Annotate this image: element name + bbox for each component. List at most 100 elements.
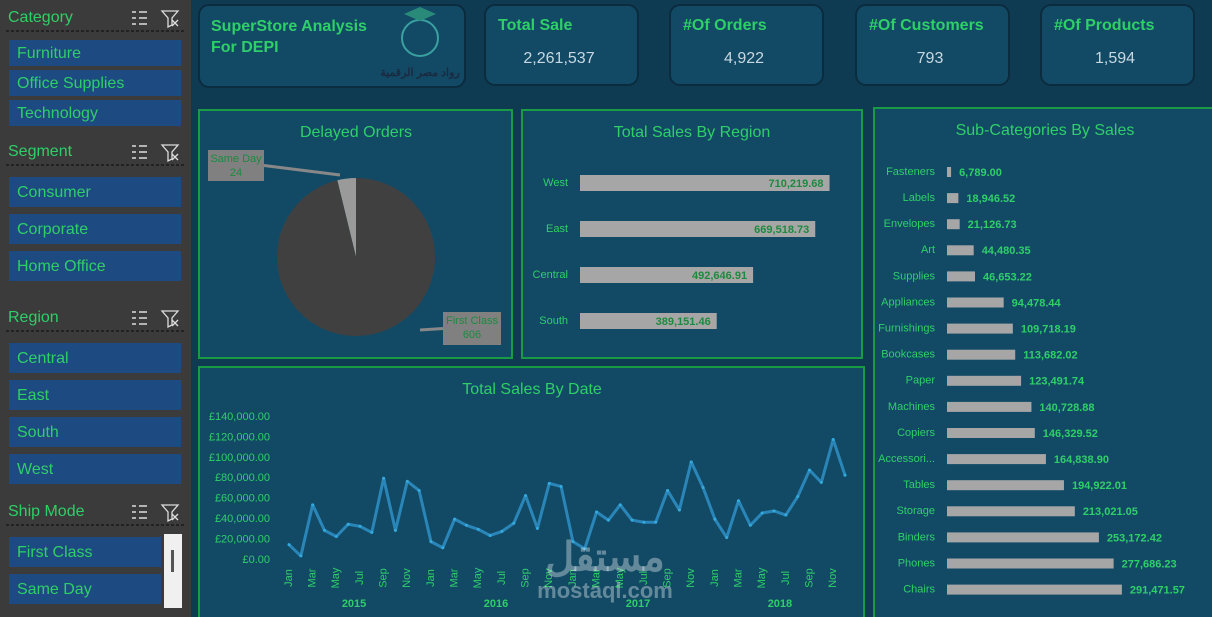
line-point <box>772 509 776 513</box>
bar <box>947 297 1004 308</box>
slicer-item[interactable] <box>9 574 161 604</box>
watermark-arabic: مستقل <box>545 536 665 580</box>
y-tick-label: £0.00 <box>242 554 270 566</box>
data-label: 18,946.52 <box>966 193 1015 205</box>
line-point <box>725 536 729 540</box>
clear-filter-icon[interactable] <box>160 144 180 163</box>
panel <box>855 4 1010 86</box>
x-group-label: 2017 <box>626 598 650 610</box>
slicer-item[interactable] <box>9 177 181 207</box>
data-label: 113,682.02 <box>1023 350 1077 362</box>
x-tick-label: Sep <box>520 568 532 588</box>
slicer-item-label: Same Day <box>17 581 92 598</box>
line-point <box>441 546 445 550</box>
x-tick-label: Jul <box>780 571 792 585</box>
slicer-item[interactable] <box>9 380 181 410</box>
bar <box>947 349 1016 360</box>
multi-select-icon[interactable] <box>132 311 147 325</box>
kpi-label: #Of Orders <box>683 17 767 34</box>
y-tick-label: Accessori... <box>878 453 935 465</box>
line-point <box>606 518 610 522</box>
data-label: 253,172.42 <box>1107 532 1162 544</box>
scroll-thumb[interactable] <box>171 550 174 572</box>
bar <box>947 401 1032 412</box>
kpi-label: Total Sale <box>498 17 572 34</box>
data-label: 492,646.91 <box>692 270 747 282</box>
slicer-item[interactable] <box>9 251 181 281</box>
line-point <box>843 473 847 477</box>
y-tick-label: West <box>543 177 568 189</box>
x-tick-label: Nov <box>543 568 555 588</box>
x-tick-label: Sep <box>378 568 390 588</box>
y-tick-label: Labels <box>903 192 936 204</box>
data-label: 389,151.46 <box>656 316 711 328</box>
line-point <box>796 495 800 499</box>
line-point <box>666 489 670 493</box>
x-tick-label: Nov <box>685 568 697 588</box>
panel <box>198 4 466 88</box>
multi-select-icon[interactable] <box>132 11 147 25</box>
y-tick-label: Bookcases <box>881 349 935 361</box>
x-tick-label: Mar <box>732 568 744 587</box>
x-tick-label: May <box>330 567 342 588</box>
line-point <box>346 522 350 526</box>
slicer-item[interactable] <box>9 40 181 66</box>
slicer-item[interactable] <box>9 214 181 244</box>
x-tick-label: Nov <box>401 568 413 588</box>
line-point <box>429 540 433 544</box>
bar <box>947 480 1064 491</box>
y-tick-label: Fasteners <box>886 166 935 178</box>
data-label: 140,728.88 <box>1039 402 1094 414</box>
clear-filter-icon[interactable] <box>160 310 180 329</box>
slicer-item-label: Furniture <box>17 45 81 62</box>
data-label: 109,718.19 <box>1021 324 1076 336</box>
line <box>287 437 847 558</box>
y-tick-label: £120,000.00 <box>209 431 270 443</box>
multi-select-icon[interactable] <box>132 145 147 159</box>
bar <box>947 167 952 177</box>
y-tick-label: East <box>546 223 568 235</box>
pie-slice <box>277 178 436 336</box>
line-point <box>642 520 646 524</box>
line-point <box>808 468 812 472</box>
slicer-item-label: South <box>17 424 59 441</box>
slicer-item[interactable] <box>9 454 181 484</box>
multi-select-icon[interactable] <box>132 505 147 519</box>
slicer-item[interactable] <box>9 417 181 447</box>
slicer-item[interactable] <box>9 70 181 96</box>
y-tick-label: Copiers <box>897 427 935 439</box>
data-label: 6,789.00 <box>959 167 1002 179</box>
kpi-value: 4,922 <box>724 50 764 67</box>
logo-cap <box>404 7 436 21</box>
bar <box>947 375 1022 386</box>
data-label-box <box>208 150 264 181</box>
x-tick-label: Jul <box>496 571 508 585</box>
line-point <box>737 499 741 503</box>
bar <box>947 532 1099 543</box>
chart-title: Sub-Categories By Sales <box>956 122 1135 139</box>
line-point <box>322 528 326 532</box>
y-tick-label: Supplies <box>893 270 936 282</box>
dashboard-title: SuperStore Analysis <box>211 18 367 35</box>
line-point <box>464 523 468 527</box>
data-label-box <box>443 312 501 345</box>
pie-slice <box>337 178 356 257</box>
x-group-label: 2015 <box>342 598 366 610</box>
clear-filter-icon[interactable] <box>160 504 180 523</box>
y-tick-label: £100,000.00 <box>209 452 270 464</box>
slicer-item[interactable] <box>9 343 181 373</box>
bar <box>580 175 830 191</box>
bar <box>947 558 1114 569</box>
slicer-title: Segment <box>8 143 73 160</box>
slicer-item[interactable] <box>9 100 181 126</box>
panel <box>484 4 639 86</box>
line-point <box>512 521 516 525</box>
x-tick-label: Mar <box>590 568 602 587</box>
line-point <box>535 526 539 530</box>
data-label-category: First Class <box>446 315 498 327</box>
clear-filter-icon[interactable] <box>160 10 180 29</box>
slicer-item[interactable] <box>9 537 161 567</box>
panel <box>669 4 824 86</box>
